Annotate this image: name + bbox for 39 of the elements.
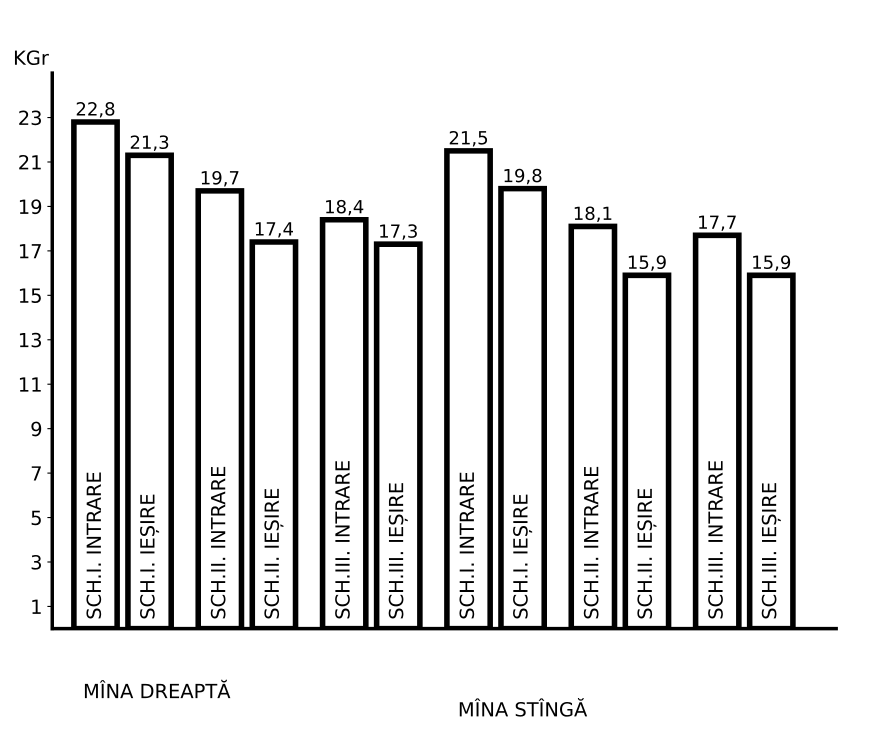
data-label: 18,4 (326, 200, 364, 216)
data-label: 17,4 (256, 222, 294, 238)
x-tick-label: SCH.I. INTRARE (459, 472, 474, 618)
data-label: 21,3 (130, 135, 168, 151)
y-tick-label: 11 (20, 377, 41, 392)
y-axis-title: KGr (14, 50, 49, 66)
x-tick-label: SCH.II. INTRARE (210, 466, 226, 618)
y-tick-label: 15 (20, 288, 41, 303)
x-tick-label: SCH.I. IEȘIRE (140, 494, 160, 618)
y-tick-label: 19 (20, 199, 42, 214)
data-label: 17,7 (699, 216, 736, 231)
x-tick-label: SCH.I. INTRARE (86, 472, 102, 618)
text: MÎNA DREAPTĂ (84, 680, 230, 698)
x-tick-label: SCH.I. IEȘIRE (513, 494, 532, 618)
y-tick-label: 7 (32, 466, 41, 480)
y-tick-label: 21 (19, 154, 41, 170)
x-tick-label: SCH.II. IEȘIRE (264, 488, 284, 618)
data-label: 19,8 (504, 168, 542, 184)
data-label: 18,1 (574, 206, 612, 222)
x-tick-label: SCH.III. IEȘIRE (762, 483, 781, 618)
y-tick-label: 1 (32, 600, 41, 614)
data-label: 15,9 (628, 255, 666, 271)
text: MÎNA STÎNGĂ (460, 698, 588, 717)
x-tick-label: SCH.II. IEȘIRE (637, 488, 656, 618)
data-label: 19,7 (202, 170, 238, 186)
data-label: 22,8 (76, 102, 114, 118)
data-label: 15,9 (753, 255, 790, 271)
y-tick-label: 3 (32, 554, 41, 570)
y-tick-label: 9 (31, 422, 42, 436)
y-tick-label: 13 (20, 332, 41, 348)
x-tick-label: SCH.III. INTRARE (708, 461, 723, 618)
x-tick-label: SCH.III. IEȘIRE (388, 483, 408, 618)
x-tick-label: SCH.II. INTRARE (584, 466, 599, 618)
x-tick-label: SCH.III. INTRARE (335, 461, 350, 618)
y-tick-label: 23 (19, 110, 41, 126)
data-label: 17,3 (380, 224, 417, 240)
data-label: 21,5 (450, 130, 488, 146)
y-tick-label: 5 (32, 510, 41, 526)
y-tick-label: 17 (20, 244, 41, 258)
